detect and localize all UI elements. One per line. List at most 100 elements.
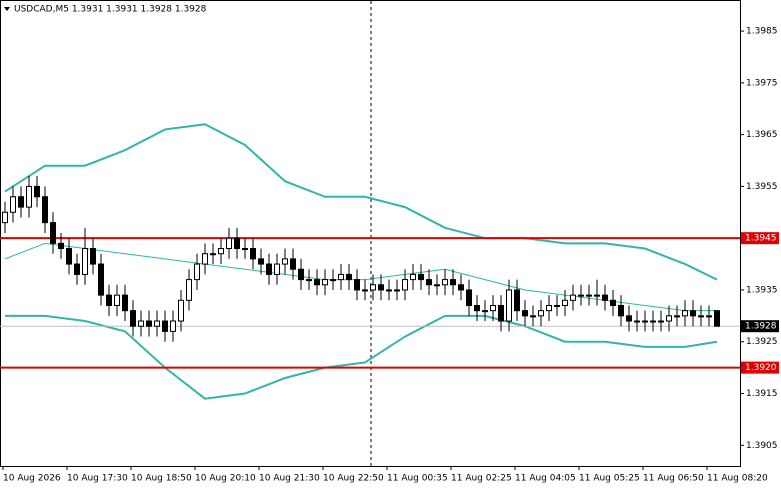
x-tick-label: 10 Aug 20:10 — [195, 474, 256, 484]
candle-body — [210, 253, 216, 256]
candle-body — [50, 222, 56, 244]
candle-body — [658, 320, 664, 323]
candle-body — [514, 289, 520, 312]
candle-body — [346, 273, 352, 281]
candle-body — [610, 299, 616, 306]
candle-body — [706, 315, 712, 318]
candle-body — [10, 196, 16, 213]
candle-body — [626, 315, 632, 322]
candle-body — [58, 242, 64, 250]
candle-body — [418, 273, 424, 281]
candle-body — [74, 263, 80, 275]
candle-body — [554, 304, 560, 307]
candle-body — [498, 304, 504, 322]
candle-body — [482, 310, 488, 313]
candle-body — [42, 196, 48, 224]
candle-body — [690, 310, 696, 317]
candle-body — [2, 211, 8, 224]
candle-body — [530, 315, 536, 318]
candle-body — [106, 294, 112, 306]
price-label-box — [741, 320, 779, 333]
candle-body — [394, 289, 400, 292]
price-label: 1.3928 — [745, 322, 777, 332]
candle-body — [538, 310, 544, 317]
x-tick-label: 11 Aug 08:20 — [707, 474, 768, 484]
candle-body — [666, 315, 672, 322]
candle-body — [642, 320, 648, 323]
x-tick-label: 11 Aug 05:25 — [579, 474, 640, 484]
level-label: 1.3945 — [745, 234, 777, 244]
x-tick-label: 10 Aug 18:50 — [131, 474, 192, 484]
candle-body — [546, 304, 552, 312]
candle-body — [522, 310, 528, 317]
candle-body — [282, 258, 288, 265]
candle-body — [18, 196, 24, 208]
candle-body — [202, 253, 208, 265]
candle-body — [426, 279, 432, 286]
candle-body — [402, 279, 408, 291]
x-tick-label: 11 Aug 04:05 — [515, 474, 576, 484]
candle-body — [250, 248, 256, 260]
candle-body — [330, 279, 336, 282]
candle-body — [154, 320, 160, 327]
x-tick-label: 10 Aug 2026 — [3, 474, 61, 484]
candle-body — [170, 320, 176, 332]
x-tick-label: 11 Aug 06:50 — [643, 474, 704, 484]
candle-body — [442, 279, 448, 286]
candle-body — [226, 237, 232, 250]
x-tick-label: 10 Aug 17:30 — [67, 474, 128, 484]
candle-body — [266, 263, 272, 275]
candle-body — [362, 289, 368, 292]
candle-body — [34, 185, 40, 198]
y-tick-label: 1.3965 — [746, 130, 778, 140]
candle-body — [450, 279, 456, 286]
candle-body — [162, 320, 168, 332]
candle-body — [490, 304, 496, 312]
candle-body — [178, 299, 184, 322]
candle-body — [322, 279, 328, 286]
level-label-box — [741, 361, 779, 374]
candle-body — [146, 320, 152, 327]
y-tick-label: 1.3975 — [746, 78, 778, 88]
candle-body — [314, 279, 320, 286]
y-tick-label: 1.3915 — [746, 389, 778, 399]
x-tick-label: 11 Aug 00:35 — [387, 474, 448, 484]
menu-arrow — [4, 7, 10, 11]
candle-body — [194, 263, 200, 281]
candle-body — [306, 279, 312, 282]
candle-body — [298, 268, 304, 281]
y-tick-label: 1.3935 — [746, 285, 778, 295]
candle-body — [434, 284, 440, 287]
candle-body — [218, 248, 224, 255]
candle-body — [258, 258, 264, 265]
candle-body — [586, 294, 592, 297]
band-lower — [5, 314, 718, 400]
candle-body — [122, 294, 128, 312]
candle-body — [602, 294, 608, 301]
candle-body — [186, 279, 192, 301]
candle-body — [474, 304, 480, 312]
candle-body — [66, 248, 72, 265]
candle-body — [82, 248, 88, 275]
y-tick-label: 1.3905 — [746, 441, 778, 451]
candle-body — [634, 320, 640, 323]
candle-body — [354, 279, 360, 291]
x-tick-label: 10 Aug 22:50 — [323, 474, 384, 484]
band-upper — [4, 123, 718, 281]
y-tick-label: 1.3985 — [746, 27, 778, 37]
candle-body — [682, 310, 688, 317]
candle-body — [714, 310, 720, 327]
candle-body — [138, 320, 144, 327]
candle-body — [458, 284, 464, 291]
candle-body — [130, 310, 136, 327]
x-tick-label: 10 Aug 21:30 — [259, 474, 320, 484]
y-tick-label: 1.3955 — [746, 182, 778, 192]
candle-body — [650, 320, 656, 323]
candle-body — [618, 304, 624, 317]
candle-body — [114, 294, 120, 306]
y-tick-label: 1.3925 — [746, 337, 778, 347]
candle-body — [506, 289, 512, 322]
candle-body — [378, 284, 384, 291]
candle-body — [338, 273, 344, 281]
